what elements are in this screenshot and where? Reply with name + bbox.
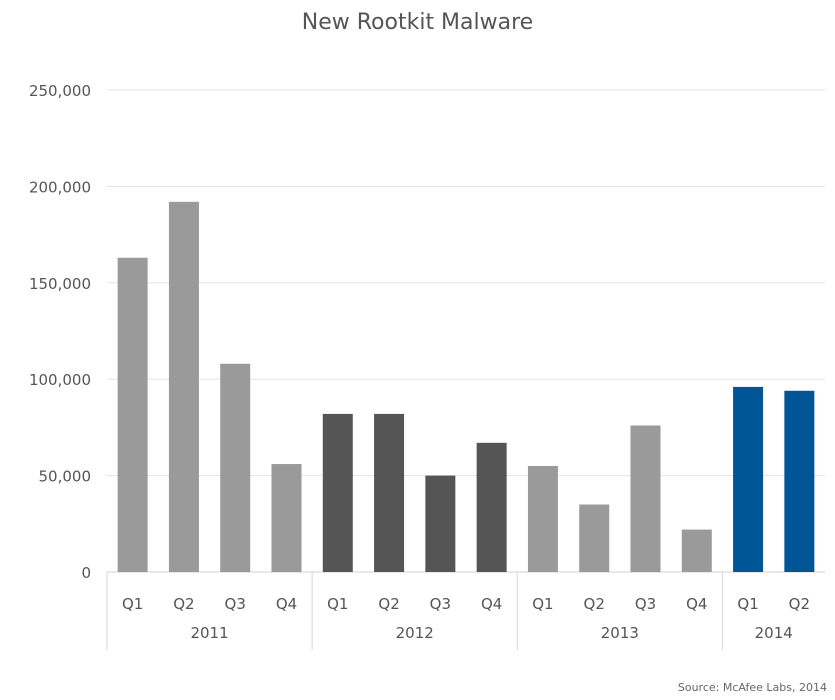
x-tick-label: Q2 bbox=[789, 595, 810, 613]
y-tick-label: 200,000 bbox=[29, 178, 91, 196]
bar bbox=[476, 442, 507, 572]
bar bbox=[271, 464, 302, 572]
bar bbox=[117, 257, 148, 572]
bar bbox=[630, 425, 661, 572]
x-tick-label: Q3 bbox=[430, 595, 451, 613]
bar bbox=[322, 413, 353, 572]
bar bbox=[425, 475, 456, 572]
x-tick-label: Q2 bbox=[378, 595, 399, 613]
x-tick-label: Q1 bbox=[737, 595, 758, 613]
bar bbox=[681, 529, 712, 572]
year-group-label: 2014 bbox=[755, 624, 793, 642]
bar bbox=[168, 201, 199, 572]
y-tick-label: 50,000 bbox=[39, 468, 92, 486]
y-tick-label: 0 bbox=[81, 564, 91, 582]
bar bbox=[579, 504, 610, 572]
x-tick-label: Q4 bbox=[686, 595, 707, 613]
y-axis-tick-labels: 0 50,000 100,000 150,000 200,000 250,000 bbox=[29, 82, 91, 582]
chart-title: New Rootkit Malware bbox=[301, 10, 534, 35]
bar bbox=[220, 363, 251, 572]
y-tick-label: 150,000 bbox=[29, 275, 91, 293]
y-tick-label: 100,000 bbox=[29, 371, 91, 389]
x-tick-label: Q1 bbox=[122, 595, 143, 613]
year-group-label: 2012 bbox=[396, 624, 434, 642]
year-group-label: 2013 bbox=[601, 624, 639, 642]
bar bbox=[784, 390, 815, 572]
y-tick-label: 250,000 bbox=[29, 82, 91, 100]
x-tick-label: Q2 bbox=[173, 595, 194, 613]
x-tick-label: Q3 bbox=[225, 595, 246, 613]
x-axis-tick-labels: Q1 Q2 Q3 Q4 Q1 Q2 Q3 Q4 Q1 Q2 Q3 Q4 Q1 Q2 bbox=[122, 595, 810, 613]
bar bbox=[733, 386, 764, 572]
bar bbox=[527, 465, 558, 572]
year-group-label: 2011 bbox=[190, 624, 228, 642]
bar bbox=[374, 413, 405, 572]
bars bbox=[117, 201, 815, 572]
x-tick-label: Q4 bbox=[481, 595, 502, 613]
source-note: Source: McAfee Labs, 2014 bbox=[677, 681, 827, 694]
x-tick-label: Q3 bbox=[635, 595, 656, 613]
x-axis-year-groups: 2011 2012 2013 2014 bbox=[106, 572, 793, 650]
x-tick-label: Q4 bbox=[276, 595, 297, 613]
x-tick-label: Q1 bbox=[327, 595, 348, 613]
x-tick-label: Q1 bbox=[532, 595, 553, 613]
gridlines bbox=[107, 89, 825, 573]
x-tick-label: Q2 bbox=[584, 595, 605, 613]
